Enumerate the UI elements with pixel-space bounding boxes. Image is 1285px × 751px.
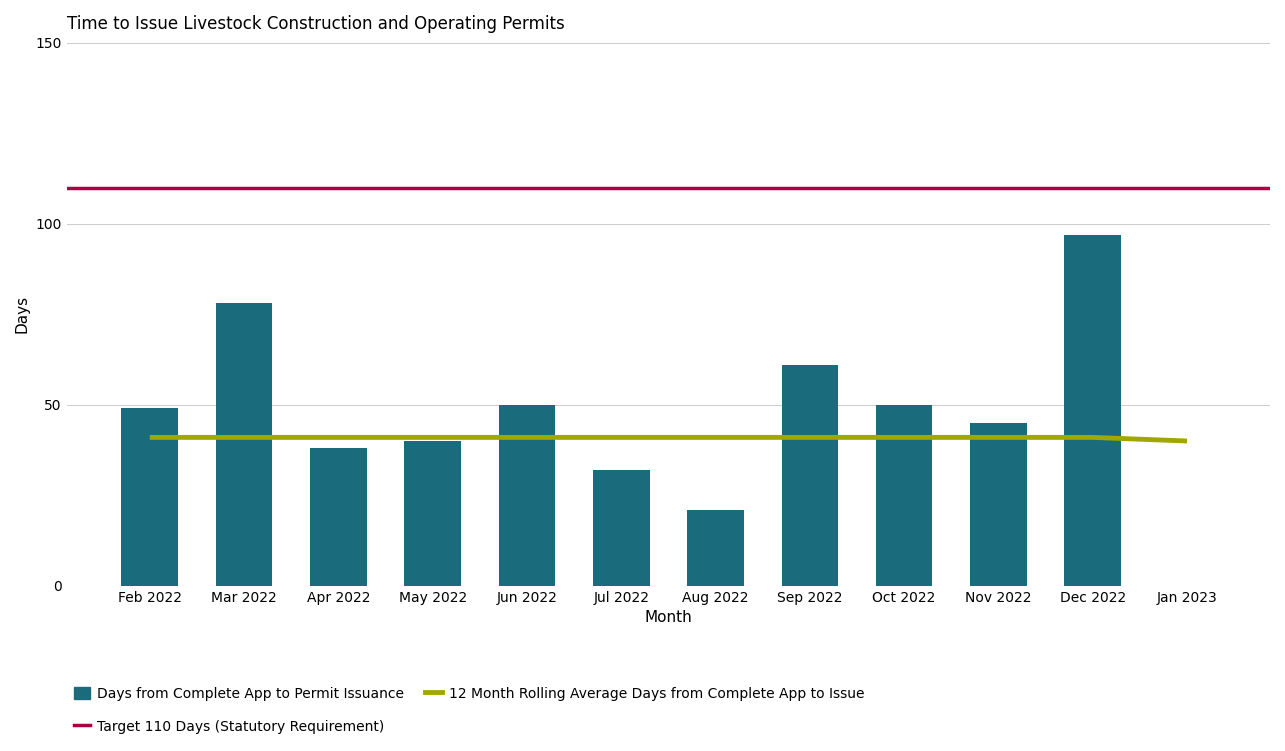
Bar [687,510,744,586]
Text: Time to Issue Livestock Construction and Operating Permits: Time to Issue Livestock Construction and… [67,15,564,33]
Bar [781,365,838,586]
Bar [122,409,179,586]
X-axis label: Month: Month [645,611,693,625]
Bar [216,303,272,586]
Bar [970,423,1027,586]
Bar [592,470,649,586]
Bar [1064,235,1121,586]
Bar [876,405,933,586]
Bar [310,448,366,586]
Bar [405,441,461,586]
Y-axis label: Days: Days [15,295,30,333]
Bar [499,405,555,586]
Legend: Target 110 Days (Statutory Requirement): Target 110 Days (Statutory Requirement) [73,719,384,734]
